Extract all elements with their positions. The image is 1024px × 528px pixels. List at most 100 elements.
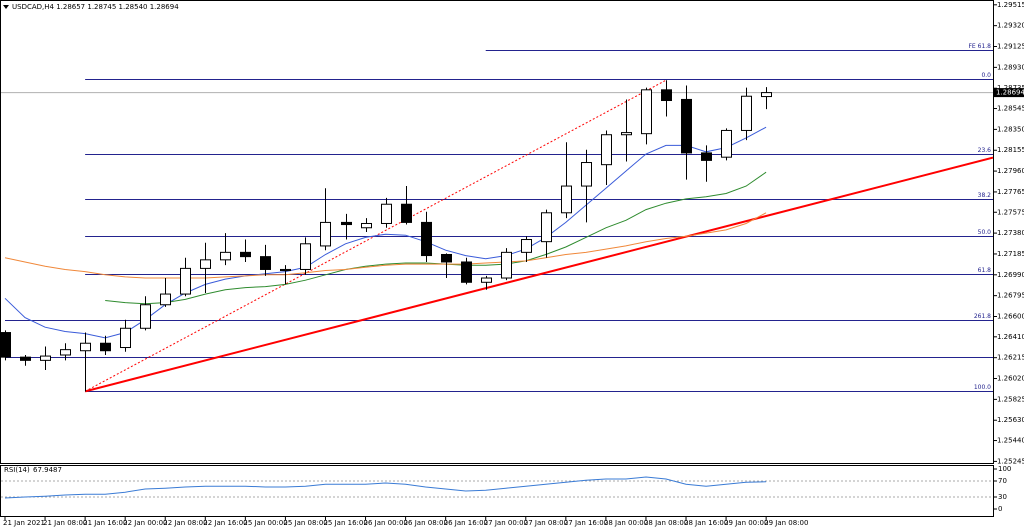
x-tick-label: 28 Jan 00:00 [604, 519, 648, 527]
rsi-tick-label: 100 [998, 465, 1011, 473]
candle-body [240, 251, 251, 258]
candle-body [621, 132, 632, 136]
x-tick-label: 22 Jan 08:00 [163, 519, 207, 527]
y-tick-label: 1.26215 [997, 354, 1024, 362]
candle-body [160, 293, 171, 306]
y-tick-label: 1.25440 [997, 437, 1024, 445]
candle-body [761, 92, 772, 98]
candle-body [701, 152, 712, 161]
candle-body [501, 251, 512, 279]
candle-body [381, 203, 392, 224]
fib-label: 261.8 [974, 313, 991, 320]
x-tick-label: 21 Jan 08:00 [43, 519, 87, 527]
candle-body [721, 129, 732, 158]
candle-body [120, 327, 131, 349]
candle-body [60, 349, 71, 356]
candle-body [200, 259, 211, 269]
candle-body [1, 332, 11, 358]
candle-body [601, 134, 612, 166]
rsi-line [4, 476, 767, 499]
candle-body [461, 261, 472, 283]
y-tick-label: 1.27380 [997, 229, 1024, 237]
candle-body [441, 253, 452, 263]
x-tick-label: 27 Jan 08:00 [524, 519, 568, 527]
fib-label: 38.2 [978, 192, 992, 199]
candle-body [521, 239, 532, 253]
candle-body [20, 356, 31, 361]
x-tick-label: 27 Jan 00:00 [484, 519, 528, 527]
fib-label: 100.0 [974, 384, 991, 391]
candle-body [741, 95, 752, 131]
x-tick-label: 29 Jan 08:00 [764, 519, 808, 527]
x-tick-label: 25 Jan 00:00 [243, 519, 287, 527]
rsi-label: RSI(14) [4, 466, 30, 474]
candle-body [581, 162, 592, 187]
candle-body [320, 221, 331, 247]
y-tick-label: 1.25630 [997, 416, 1024, 424]
candle-body [561, 185, 572, 214]
y-tick-label: 1.27185 [997, 250, 1024, 258]
x-tick-label: 28 Jan 08:00 [644, 519, 688, 527]
y-tick-label: 1.25245 [997, 457, 1024, 465]
y-tick-label: 1.27960 [997, 167, 1024, 175]
candle-body [541, 212, 552, 243]
rsi-tick-label: 0 [998, 505, 1002, 513]
x-tick-label: 21 Jan 16:00 [83, 519, 127, 527]
x-tick-label: 26 Jan 16:00 [444, 519, 488, 527]
y-tick-label: 1.29125 [997, 43, 1024, 51]
rsi-panel [0, 465, 994, 517]
moving-average [105, 171, 767, 305]
x-tick-label: 26 Jan 08:00 [404, 519, 448, 527]
y-tick-label: 1.29320 [997, 22, 1024, 30]
x-tick-label: 27 Jan 16:00 [564, 519, 608, 527]
rsi-tick-label: 70 [998, 477, 1007, 485]
x-tick-label: 25 Jan 08:00 [283, 519, 327, 527]
candle-body [421, 221, 432, 257]
fib-label: 50.0 [978, 229, 992, 236]
main-panel [0, 0, 994, 464]
candle-body [401, 203, 412, 223]
candle-body [40, 355, 51, 361]
candle-body [220, 251, 231, 261]
y-tick-label: 1.25825 [997, 395, 1024, 403]
y-tick-label: 1.28155 [997, 146, 1024, 154]
fib-label: 61.8 [978, 267, 992, 274]
fib-label: FE 61.8 [968, 43, 991, 50]
y-tick-label: 1.26410 [997, 333, 1024, 341]
x-tick-label: 28 Jan 16:00 [684, 519, 728, 527]
y-tick-label: 1.28350 [997, 125, 1024, 133]
symbol-icon [3, 5, 9, 9]
candle-body [641, 89, 652, 135]
plot-area: FE 61.8 0.0 23.6 38.2 50.0 61.8 261.8 100.0 [1, 43, 993, 393]
chart-title: USDCAD,H4 1.28657 1.28745 1.28540 1.2869… [12, 3, 179, 11]
y-tick-label: 1.29515 [997, 1, 1024, 9]
trend-line [84, 156, 993, 393]
candle-body [80, 342, 91, 352]
candle-body [661, 89, 672, 102]
candle-body [100, 342, 111, 352]
rsi-value: 67.9487 [33, 466, 62, 474]
x-tick-label: 26 Jan 00:00 [364, 519, 408, 527]
candle-body [260, 256, 271, 270]
fib-label: 0.0 [981, 72, 991, 79]
candle-body [341, 221, 352, 226]
y-tick-label: 1.27575 [997, 208, 1024, 216]
y-tick-label: 1.27765 [997, 188, 1024, 196]
price-box-label: 1.28694 [996, 89, 1024, 97]
candle-body [280, 268, 291, 272]
x-tick-label: 29 Jan 00:00 [724, 519, 768, 527]
fib-label: 23.6 [978, 147, 992, 154]
y-tick-label: 1.28930 [997, 63, 1024, 71]
moving-average [4, 126, 767, 339]
y-tick-label: 1.26990 [997, 271, 1024, 279]
x-tick-label: 21 Jan 2021 [3, 519, 45, 527]
price-box [994, 88, 1024, 98]
x-tick-label: 22 Jan 16:00 [203, 519, 247, 527]
candle-body [300, 243, 311, 270]
candle-body [140, 304, 151, 329]
x-tick-label: 25 Jan 16:00 [323, 519, 367, 527]
y-tick-label: 1.26600 [997, 313, 1024, 321]
candle-body [681, 98, 692, 154]
